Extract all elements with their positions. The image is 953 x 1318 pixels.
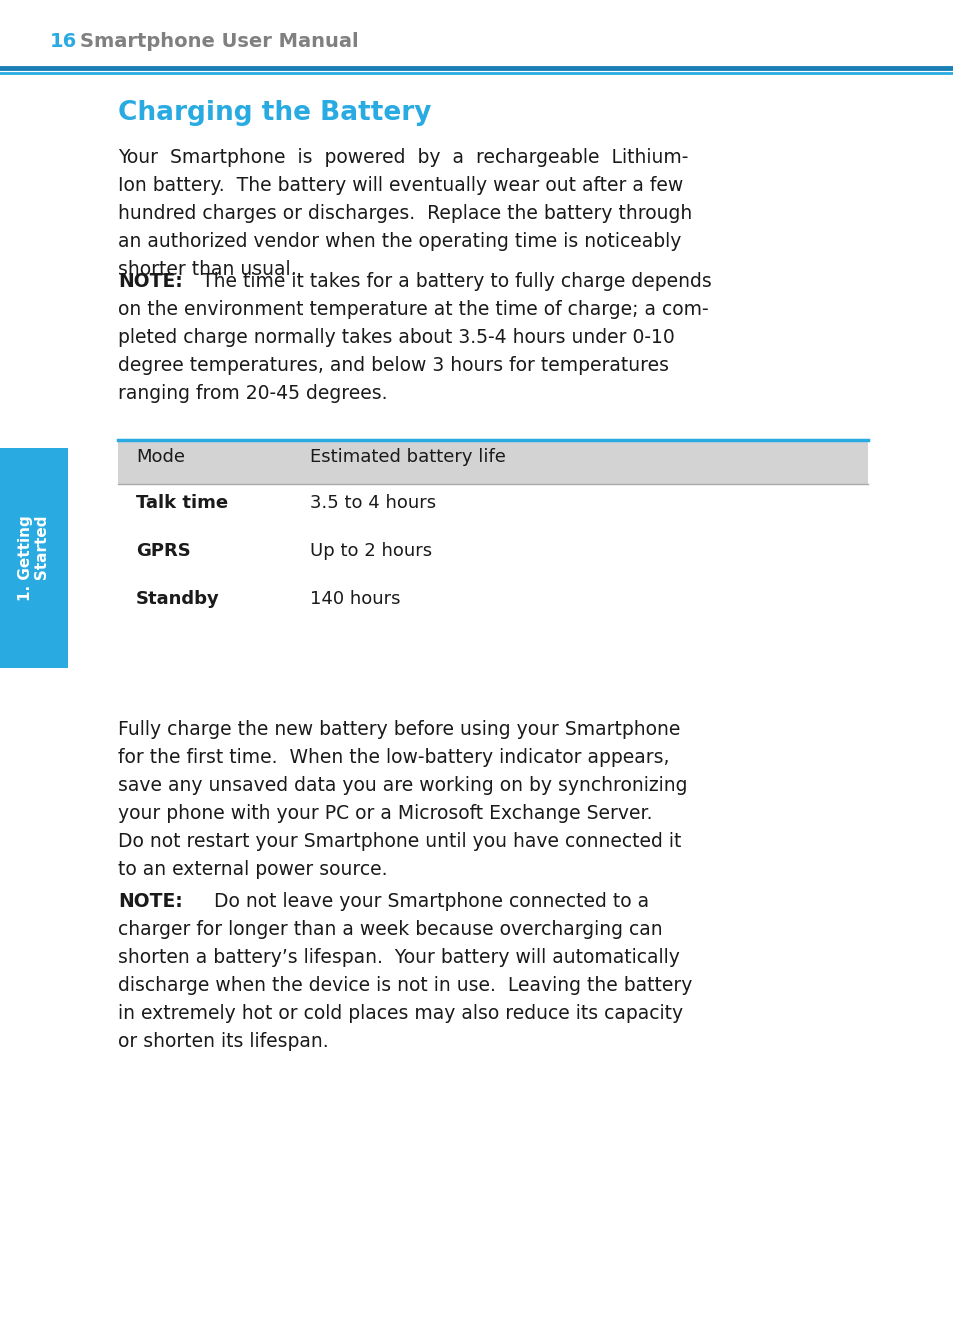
- Text: NOTE:: NOTE:: [118, 272, 183, 291]
- Text: on the environment temperature at the time of charge; a com-: on the environment temperature at the ti…: [118, 301, 708, 319]
- Text: degree temperatures, and below 3 hours for temperatures: degree temperatures, and below 3 hours f…: [118, 356, 668, 376]
- Text: Up to 2 hours: Up to 2 hours: [310, 542, 432, 560]
- Text: Mode: Mode: [136, 448, 185, 467]
- Text: Ion battery.  The battery will eventually wear out after a few: Ion battery. The battery will eventually…: [118, 177, 682, 195]
- Text: Charging the Battery: Charging the Battery: [118, 100, 431, 127]
- Text: ranging from 20-45 degrees.: ranging from 20-45 degrees.: [118, 384, 387, 403]
- Text: or shorten its lifespan.: or shorten its lifespan.: [118, 1032, 328, 1050]
- Text: for the first time.  When the low-battery indicator appears,: for the first time. When the low-battery…: [118, 749, 669, 767]
- Text: 1. Getting
   Started: 1. Getting Started: [18, 515, 51, 601]
- Text: 140 hours: 140 hours: [310, 590, 400, 608]
- Text: charger for longer than a week because overcharging can: charger for longer than a week because o…: [118, 920, 662, 938]
- Text: Talk time: Talk time: [136, 494, 228, 511]
- Text: an authorized vendor when the operating time is noticeably: an authorized vendor when the operating …: [118, 232, 680, 250]
- Text: shorten a battery’s lifespan.  Your battery will automatically: shorten a battery’s lifespan. Your batte…: [118, 948, 679, 967]
- Text: Standby: Standby: [136, 590, 219, 608]
- Text: your phone with your PC or a Microsoft Exchange Server.: your phone with your PC or a Microsoft E…: [118, 804, 652, 822]
- Text: 3.5 to 4 hours: 3.5 to 4 hours: [310, 494, 436, 511]
- Text: Fully charge the new battery before using your Smartphone: Fully charge the new battery before usin…: [118, 720, 679, 739]
- Text: shorter than usual.: shorter than usual.: [118, 260, 296, 279]
- Text: to an external power source.: to an external power source.: [118, 861, 387, 879]
- Bar: [0, 448, 68, 668]
- Text: 16: 16: [50, 32, 77, 51]
- Text: GPRS: GPRS: [136, 542, 191, 560]
- Text: Smartphone User Manual: Smartphone User Manual: [80, 32, 358, 51]
- Text: Do not restart your Smartphone until you have connected it: Do not restart your Smartphone until you…: [118, 832, 680, 851]
- Text: NOTE:: NOTE:: [118, 892, 183, 911]
- Bar: [118, 440, 867, 484]
- Text: discharge when the device is not in use.  Leaving the battery: discharge when the device is not in use.…: [118, 977, 692, 995]
- Text: save any unsaved data you are working on by synchronizing: save any unsaved data you are working on…: [118, 776, 687, 795]
- Text: in extremely hot or cold places may also reduce its capacity: in extremely hot or cold places may also…: [118, 1004, 682, 1023]
- Text: Your  Smartphone  is  powered  by  a  rechargeable  Lithium-: Your Smartphone is powered by a recharge…: [118, 148, 688, 167]
- Text: hundred charges or discharges.  Replace the battery through: hundred charges or discharges. Replace t…: [118, 204, 692, 223]
- Text: The time it takes for a battery to fully charge depends: The time it takes for a battery to fully…: [190, 272, 711, 291]
- Text: Do not leave your Smartphone connected to a: Do not leave your Smartphone connected t…: [190, 892, 648, 911]
- Text: Estimated battery life: Estimated battery life: [310, 448, 505, 467]
- Text: pleted charge normally takes about 3.5-4 hours under 0-10: pleted charge normally takes about 3.5-4…: [118, 328, 674, 347]
